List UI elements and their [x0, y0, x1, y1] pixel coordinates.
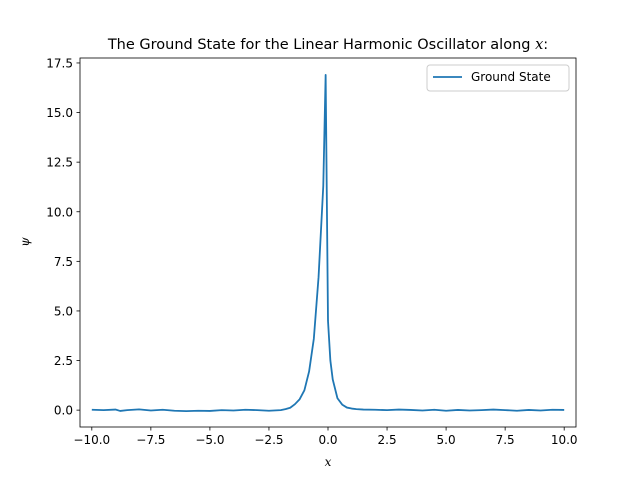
- legend-box: [426, 64, 570, 92]
- x-axis-label: x: [325, 455, 332, 469]
- y-axis-ticks: 0.0 2.5 5.0 7.5 10.0 12.5 15.0 17.5: [46, 56, 80, 418]
- x-tick-label: 10.0: [551, 433, 578, 447]
- x-tick-label: 2.5: [378, 433, 397, 447]
- y-tick-label: 17.5: [46, 56, 73, 70]
- chart-title-variable: x: [535, 37, 543, 53]
- x-axis-ticks: −10.0 −7.5 −5.0 −2.5 0.0 2.5 5.0 7.5 10.0: [73, 427, 578, 447]
- x-tick-label: −5.0: [195, 433, 224, 447]
- x-tick-label: −7.5: [136, 433, 165, 447]
- x-tick-label: −2.5: [254, 433, 283, 447]
- y-tick-label: 10.0: [46, 205, 73, 219]
- legend-label: Ground State: [471, 70, 551, 84]
- y-tick-label: 12.5: [46, 156, 73, 170]
- plot-lines: [91, 73, 565, 413]
- y-tick-label: 2.5: [54, 354, 73, 368]
- x-tick-label: −10.0: [73, 433, 110, 447]
- y-tick-label: 5.0: [54, 304, 73, 318]
- x-tick-label: 7.5: [496, 433, 515, 447]
- y-axis-label: ψ: [18, 237, 32, 247]
- x-tick-label: 5.0: [437, 433, 456, 447]
- y-tick-label: 0.0: [54, 404, 73, 418]
- chart-title: The Ground State for the Linear Harmonic…: [107, 37, 548, 53]
- y-tick-label: 7.5: [54, 255, 73, 269]
- plot-area-frame: [79, 57, 577, 428]
- legend: Ground State: [426, 64, 570, 92]
- series-line-ground-state: [91, 73, 565, 413]
- x-tick-label: 0.0: [318, 433, 337, 447]
- y-tick-label: 15.0: [46, 106, 73, 120]
